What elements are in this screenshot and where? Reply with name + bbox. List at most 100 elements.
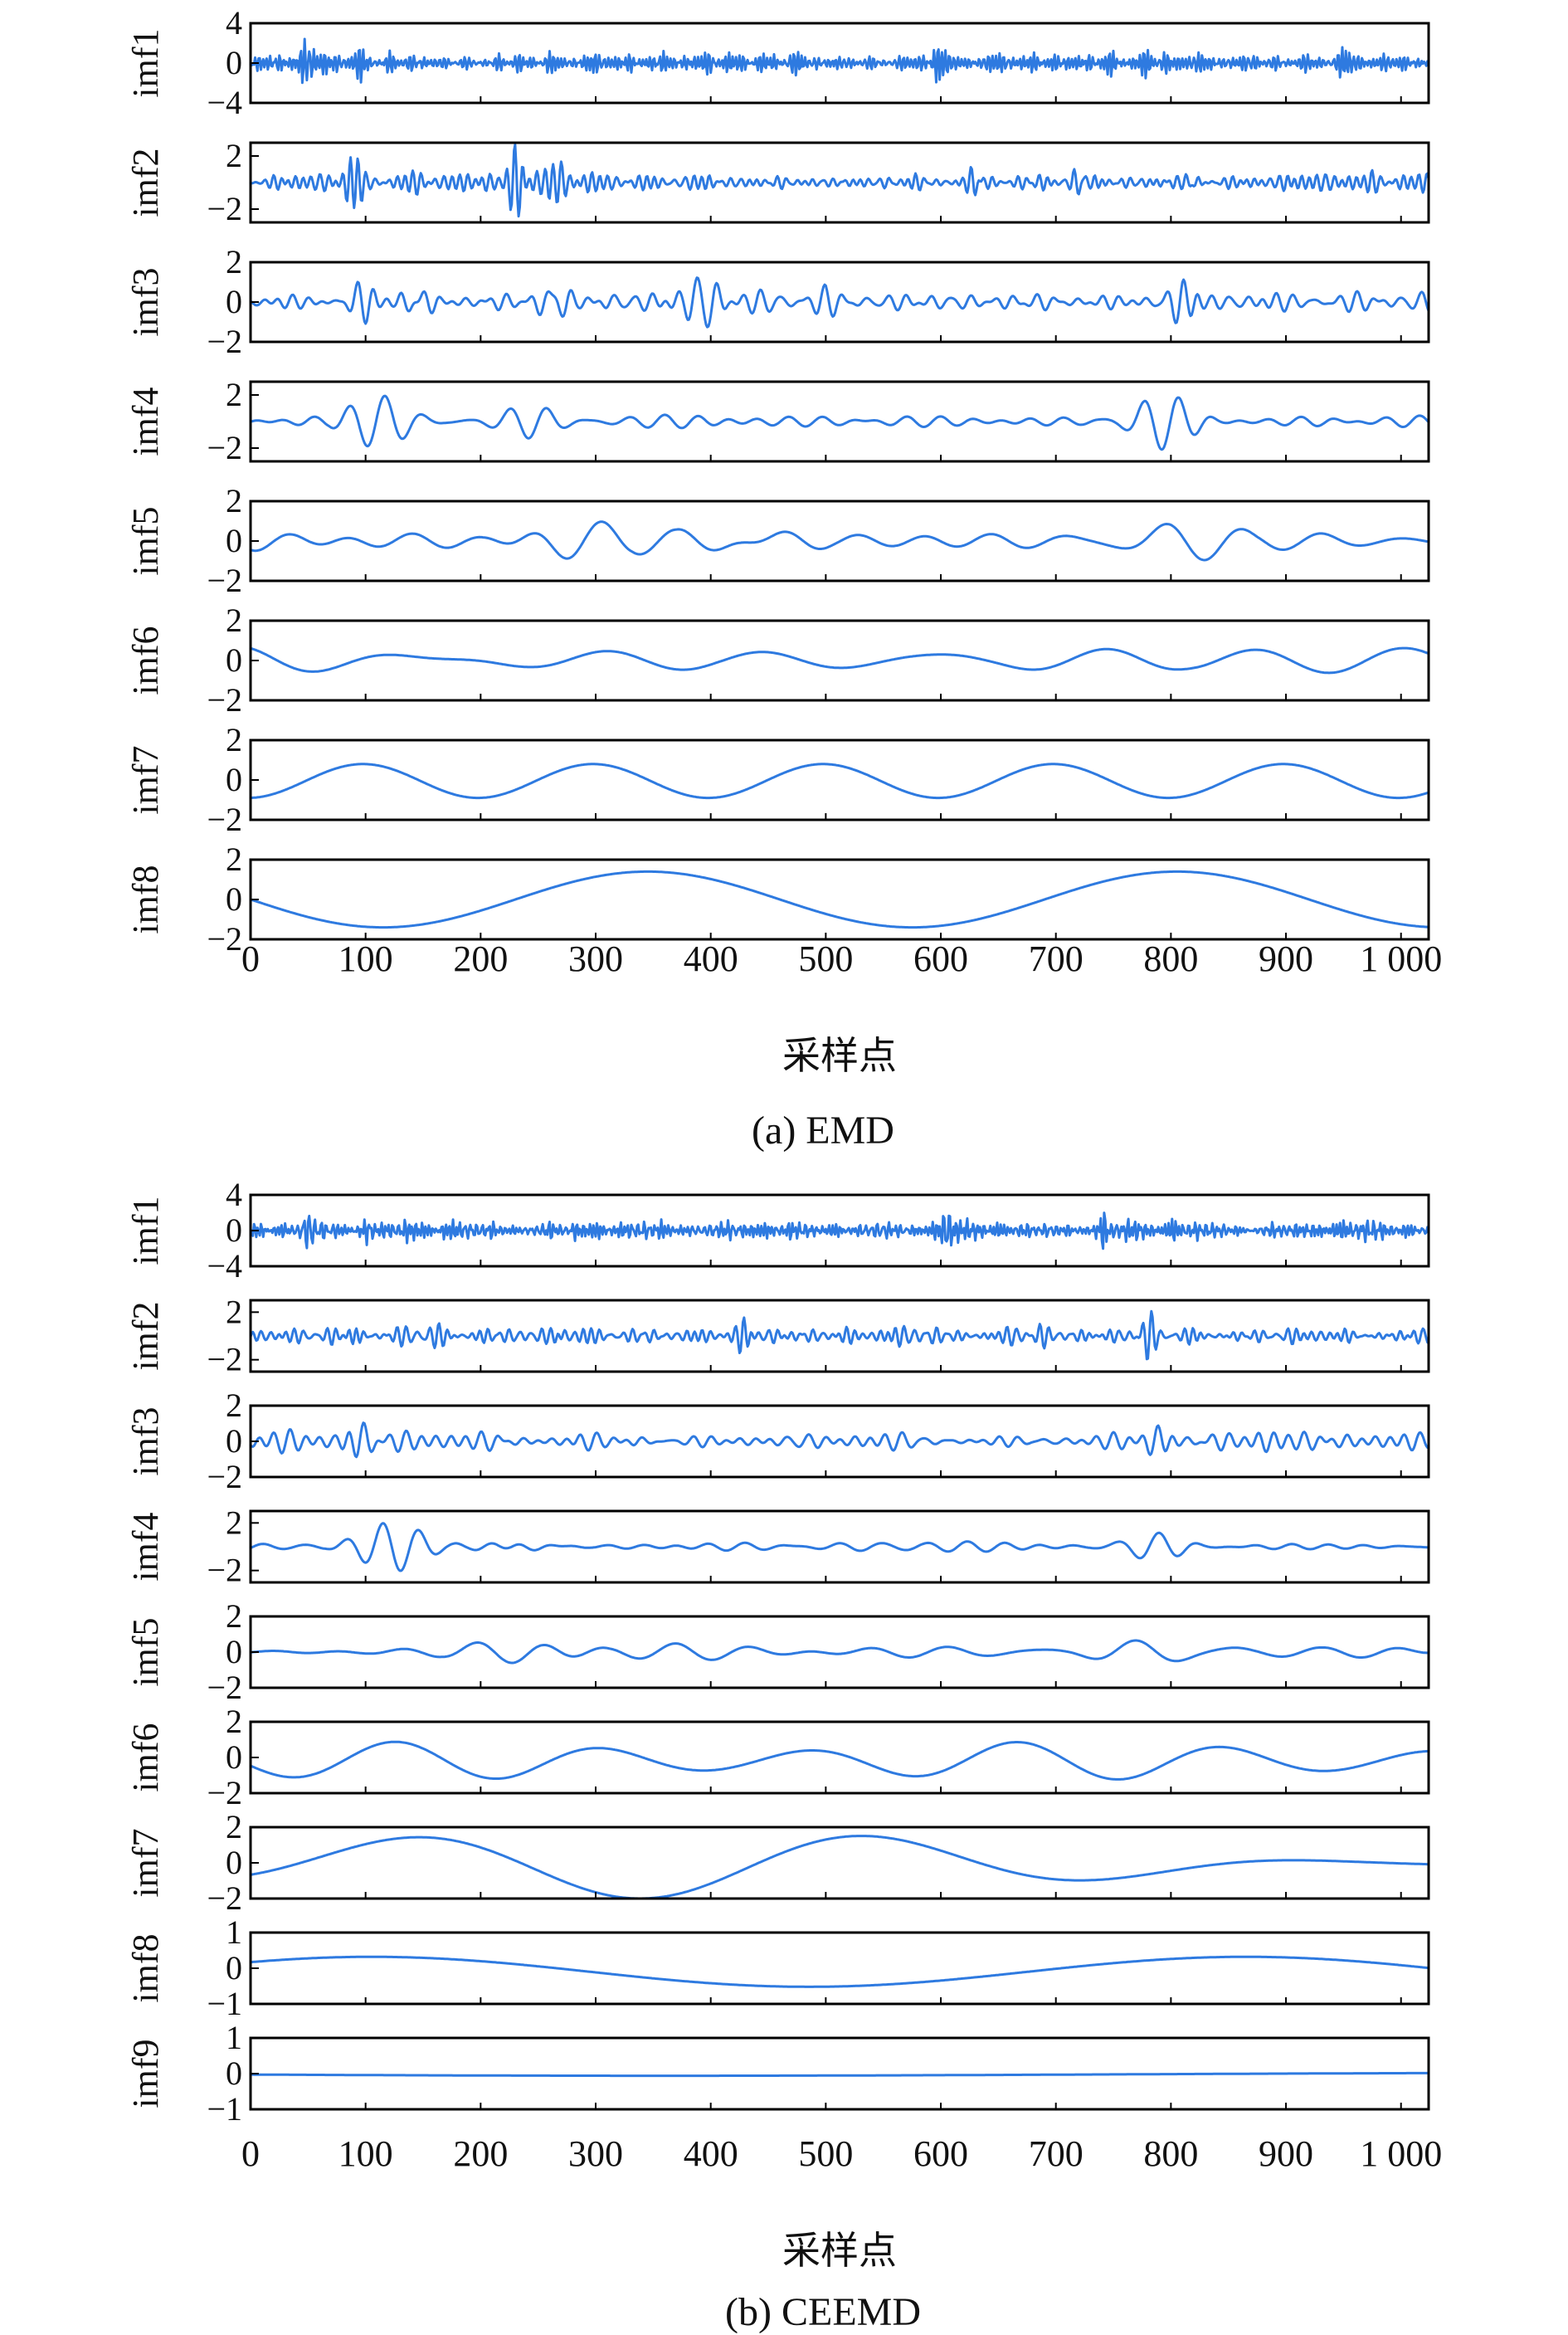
y-tick-label: 4 [226, 4, 242, 41]
y-tick-label: −2 [207, 1552, 242, 1589]
signal-line-imf5 [249, 520, 1430, 562]
y-tick-label: −2 [207, 1879, 242, 1917]
panel-imf9: 10−1 imf9 [125, 2019, 1430, 2128]
panel-imf8: 20−2 imf8 [125, 841, 1430, 958]
panel-label-imf2: imf2 [125, 148, 166, 217]
y-tick-label: 0 [226, 641, 242, 679]
panel-label-imf7: imf7 [125, 745, 166, 814]
panel-label-imf7: imf7 [125, 1828, 166, 1897]
x-axis-label: 采样点 [782, 2228, 897, 2273]
chart-0: 40−4imf12−2imf220−2imf32−2imf420−2imf520… [125, 4, 1442, 1153]
x-tick-label: 800 [1143, 2133, 1198, 2174]
x-tick-label: 900 [1259, 938, 1313, 979]
y-tick-label: −2 [207, 1341, 242, 1378]
x-tick-label: 500 [798, 938, 853, 979]
panel-imf4: 2 −2 imf4 [125, 376, 1430, 466]
panel-label-imf8: imf8 [125, 1933, 166, 2002]
panel-frame [249, 858, 1430, 941]
panel-imf2: 2 −2 imf2 [125, 137, 1430, 227]
panel-frame [249, 380, 1430, 463]
x-tick-label: 500 [798, 2133, 853, 2174]
y-tick-label: −4 [207, 1247, 242, 1284]
y-tick-label: −4 [207, 84, 242, 121]
panel-imf1: 40−4 imf1 [125, 1176, 1430, 1284]
y-tick-label: 0 [226, 1738, 242, 1776]
y-tick-label: −2 [207, 190, 242, 227]
x-tick-label: 800 [1143, 938, 1198, 979]
x-tick-label: 700 [1029, 938, 1083, 979]
panel-label-imf4: imf4 [125, 1512, 166, 1581]
y-tick-label: −1 [207, 2090, 242, 2128]
y-tick-label: 2 [226, 482, 242, 519]
y-tick-label: 0 [226, 1844, 242, 1881]
signal-line-imf3 [249, 1421, 1430, 1459]
panel-imf5: 20−2 imf5 [125, 482, 1430, 599]
panel-imf5: 20−2 imf5 [125, 1597, 1430, 1706]
x-tick-label: 600 [913, 2133, 968, 2174]
panel-frame [249, 141, 1430, 224]
panel-label-imf4: imf4 [125, 387, 166, 456]
x-tick-label: 900 [1259, 2133, 1313, 2174]
panel-label-imf2: imf2 [125, 1301, 166, 1370]
signal-line-imf3 [249, 276, 1430, 329]
y-tick-label: 0 [226, 1422, 242, 1460]
panel-label-imf6: imf6 [125, 1723, 166, 1791]
panel-label-imf3: imf3 [125, 267, 166, 336]
y-tick-label: 0 [226, 2055, 242, 2092]
y-tick-label: 0 [226, 1211, 242, 1249]
x-tick-label: 200 [453, 938, 508, 979]
signal-line-imf2 [249, 1309, 1430, 1361]
signal-line-imf9 [249, 2071, 1430, 2078]
y-tick-label: −2 [207, 801, 242, 838]
signal-line-imf5 [249, 1639, 1430, 1665]
panel-frame [249, 619, 1430, 702]
signal-line-imf7 [249, 1835, 1430, 1900]
panel-frame [249, 1931, 1430, 2006]
x-axis-label: 采样点 [782, 1033, 897, 1078]
panel-frame [249, 1404, 1430, 1479]
panel-frame [249, 739, 1430, 821]
x-tick-label: 300 [568, 938, 623, 979]
signal-line-imf4 [249, 1522, 1430, 1572]
y-tick-label: 0 [226, 880, 242, 918]
y-tick-label: 2 [226, 1504, 242, 1541]
signal-line-imf1 [249, 37, 1430, 85]
x-tick-label: 0 [241, 938, 260, 979]
y-tick-label: 2 [226, 137, 242, 174]
y-tick-label: 0 [226, 761, 242, 798]
y-tick-label: −2 [207, 562, 242, 599]
panel-imf2: 2 −2 imf2 [125, 1293, 1430, 1378]
signal-line-imf6 [249, 646, 1430, 675]
y-tick-label: 2 [226, 1703, 242, 1740]
panel-imf1: 40−4 imf1 [125, 4, 1430, 121]
y-tick-label: −2 [207, 681, 242, 719]
x-tick-label: 400 [684, 938, 738, 979]
y-tick-label: 4 [226, 1176, 242, 1213]
x-tick-label: 200 [453, 2133, 508, 2174]
signal-line-imf6 [249, 1740, 1430, 1781]
signal-line-imf7 [249, 763, 1430, 800]
y-tick-label: 2 [226, 1597, 242, 1635]
panel-label-imf5: imf5 [125, 506, 166, 575]
x-tick-label: 700 [1029, 2133, 1083, 2174]
x-tick-label: 100 [338, 938, 393, 979]
figure-caption: (a) EMD [752, 1109, 894, 1153]
y-tick-label: −2 [207, 429, 242, 466]
x-tick-label: 1 000 [1360, 2133, 1442, 2174]
panel-label-imf8: imf8 [125, 865, 166, 934]
y-tick-label: −2 [207, 1458, 242, 1495]
y-tick-label: 1 [226, 1913, 242, 1951]
signal-line-imf8 [249, 1955, 1430, 1988]
y-tick-label: 2 [226, 841, 242, 878]
y-tick-label: 0 [226, 44, 242, 81]
x-tick-label: 100 [338, 2133, 393, 2174]
y-tick-label: 0 [226, 522, 242, 559]
signal-line-imf1 [249, 1211, 1430, 1250]
panel-imf3: 20−2 imf3 [125, 1387, 1430, 1495]
panel-frame [249, 1615, 1430, 1689]
y-tick-label: −2 [207, 920, 242, 958]
y-tick-label: −2 [207, 1774, 242, 1811]
panel-label-imf6: imf6 [125, 626, 166, 695]
panel-imf7: 20−2 imf7 [125, 721, 1430, 838]
